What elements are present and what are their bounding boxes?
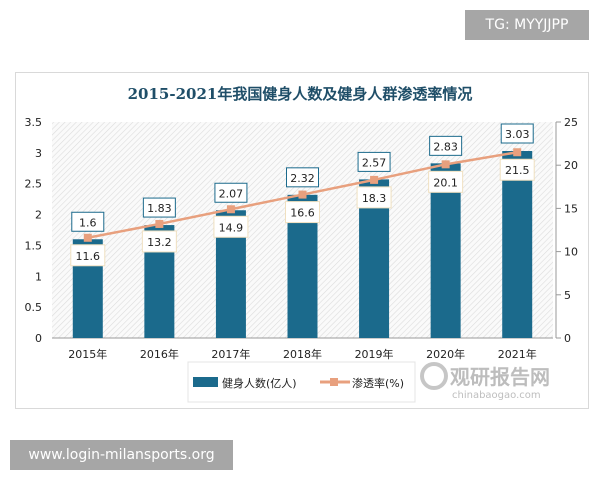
x-tick-label: 2020年	[426, 347, 465, 361]
line-data-label: 13.2	[147, 236, 172, 249]
line-data-label: 14.9	[219, 221, 244, 234]
bar-label-box	[500, 123, 534, 144]
line-label-box	[70, 244, 106, 267]
left-tick-label: 3.5	[25, 116, 43, 129]
svg-text:观研报告网: 观研报告网	[450, 365, 550, 389]
svg-text:chinabaogao.com: chinabaogao.com	[452, 390, 541, 401]
legend-bar-label: 健身人数(亿人)	[222, 376, 297, 390]
line-marker	[83, 233, 92, 242]
bar-label-box	[214, 182, 248, 203]
line-marker	[441, 160, 450, 169]
watermark-url: www.login-milansports.org	[10, 440, 233, 470]
bar-data-label: 2.32	[290, 172, 315, 185]
bar-label-box	[286, 167, 319, 188]
bar-data-label: 1.6	[79, 216, 97, 229]
left-tick-label: 2	[35, 209, 42, 222]
left-tick-label: 0	[35, 332, 42, 345]
bar-data-label: 2.83	[433, 140, 458, 153]
legend: 健身人数(亿人) 渗透率(%)	[187, 361, 416, 403]
chart-frame	[15, 72, 589, 409]
bar-label-box	[357, 151, 391, 172]
line-data-label: 20.1	[433, 176, 458, 189]
bar-label-box	[142, 197, 176, 218]
right-tick-label: 10	[564, 246, 578, 259]
line-marker	[513, 148, 522, 157]
line-label-box	[499, 158, 535, 181]
left-tick-label: 3	[35, 147, 42, 160]
bar-label-box	[429, 135, 463, 156]
logo: 观研报告网 chinabaogao.com	[420, 362, 550, 401]
bar-data-label: 2.57	[362, 156, 387, 169]
left-tick-label: 1	[35, 270, 42, 283]
left-tick-label: 1.5	[25, 239, 43, 252]
line-marker	[370, 175, 379, 184]
left-tick-label: 0.5	[25, 301, 43, 314]
x-tick-label: 2018年	[283, 347, 322, 361]
line-label-box	[213, 215, 249, 238]
x-tick-label: 2019年	[355, 347, 394, 361]
line-data-label: 16.6	[290, 207, 315, 220]
line-data-label: 21.5	[505, 164, 530, 177]
watermark-tg: TG: MYYJJPP	[465, 10, 589, 40]
right-tick-label: 20	[564, 159, 578, 172]
bar-data-label: 1.83	[147, 202, 172, 215]
line-label-box	[285, 201, 320, 224]
line-marker	[226, 205, 235, 214]
line-label-box	[141, 230, 177, 253]
chart-title: 2015-2021年我国健身人数及健身人群渗透率情况	[128, 85, 473, 103]
right-tick-label: 25	[564, 116, 578, 129]
line-data-label: 18.3	[362, 192, 387, 205]
x-tick-label: 2017年	[211, 347, 250, 361]
bar	[502, 151, 533, 338]
line-marker	[298, 190, 307, 199]
bar-data-label: 3.03	[505, 128, 530, 141]
x-tick-label: 2015年	[68, 347, 107, 361]
right-tick-label: 15	[564, 202, 578, 215]
bar-data-label: 2.07	[219, 187, 244, 200]
line-data-label: 11.6	[76, 250, 101, 263]
x-tick-label: 2016年	[140, 347, 179, 361]
right-tick-label: 0	[564, 332, 571, 345]
line-label-box	[356, 186, 392, 209]
legend-line-label: 渗透率(%)	[352, 376, 404, 390]
line-marker	[155, 219, 164, 228]
legend-bar-swatch	[193, 377, 218, 387]
bar-label-box	[71, 211, 105, 232]
x-tick-label: 2021年	[498, 347, 537, 361]
right-tick-label: 5	[564, 289, 571, 302]
line-label-box	[428, 170, 464, 193]
left-tick-label: 2.5	[25, 178, 43, 191]
